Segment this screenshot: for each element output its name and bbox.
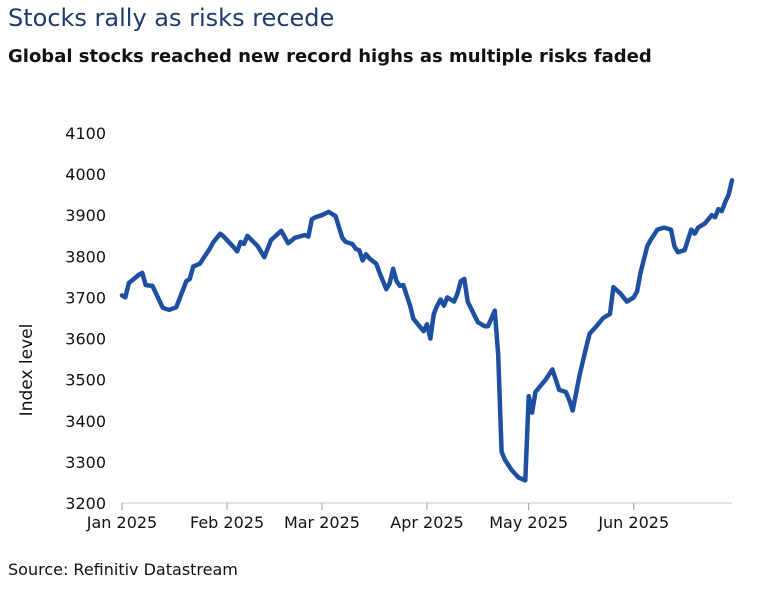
chart-title: Stocks rally as risks recede — [8, 4, 335, 32]
x-tick-label: Feb 2025 — [190, 513, 264, 532]
x-tick-label: Jun 2025 — [597, 513, 669, 532]
x-tick-label: Apr 2025 — [390, 513, 463, 532]
source-note: Source: Refinitiv Datastream — [8, 560, 238, 579]
x-axis: Jan 2025 Feb 2025 Mar 2025 Apr 2025 May 2025… — [86, 502, 732, 532]
y-tick-label: 4100 — [65, 124, 106, 143]
y-tick-label: 3700 — [65, 288, 106, 307]
x-tick-label: Mar 2025 — [284, 513, 360, 532]
y-axis-label: Index level — [17, 324, 37, 417]
y-tick-label: 3300 — [65, 453, 106, 472]
y-axis: 3200 3300 3400 3500 3600 3700 3800 3900 4000 4100 — [65, 124, 106, 513]
series-line — [119, 178, 735, 483]
y-tick-label: 3900 — [65, 206, 106, 225]
y-tick-label: 4000 — [65, 165, 106, 184]
x-tick-label: Jan 2025 — [86, 513, 157, 532]
y-tick-label: 3400 — [65, 412, 106, 431]
series-group — [119, 178, 735, 483]
chart-subtitle: Global stocks reached new record highs a… — [8, 46, 652, 67]
y-tick-label: 3200 — [65, 494, 106, 513]
x-tick-label: May 2025 — [489, 513, 568, 532]
y-tick-label: 3500 — [65, 371, 106, 390]
y-tick-label: 3800 — [65, 247, 106, 266]
y-tick-label: 3600 — [65, 330, 106, 349]
